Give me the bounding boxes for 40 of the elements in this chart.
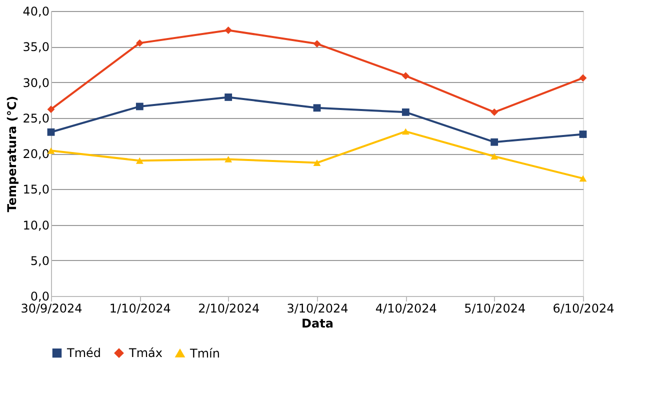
y-tick-label: 0,0 xyxy=(30,290,50,304)
point xyxy=(402,72,410,80)
x-tick-label: 30/9/2024 xyxy=(20,302,82,316)
x-tick-label: 6/10/2024 xyxy=(552,302,614,316)
y-tick-label: 35,0 xyxy=(22,40,50,54)
point xyxy=(224,156,232,162)
y-tick-label: 5,0 xyxy=(30,254,50,268)
y-tick-label: 15,0 xyxy=(22,182,50,197)
x-tick-label: 3/10/2024 xyxy=(286,302,348,316)
point xyxy=(579,74,587,82)
point xyxy=(579,130,587,138)
point xyxy=(224,26,232,34)
point xyxy=(136,102,144,110)
y-tick-label: 20,0 xyxy=(22,147,50,161)
point xyxy=(490,108,498,116)
y-tick-label: 30,0 xyxy=(22,76,50,90)
point xyxy=(47,128,55,136)
y-tick-label: 40,0 xyxy=(22,4,50,18)
legend-label: Tmín xyxy=(189,346,220,360)
y-tick-label: 25,0 xyxy=(22,111,50,126)
x-tick-label: 2/10/2024 xyxy=(198,302,260,316)
point xyxy=(224,94,232,101)
point xyxy=(136,39,144,47)
point xyxy=(490,153,498,160)
point xyxy=(490,138,498,146)
point xyxy=(136,157,144,164)
point xyxy=(47,106,55,114)
x-tick-label: 4/10/2024 xyxy=(375,302,437,316)
point xyxy=(402,108,410,116)
x-tick-label: 5/10/2024 xyxy=(464,302,526,316)
point xyxy=(313,160,321,166)
x-tick-label: 1/10/2024 xyxy=(109,302,171,316)
legend-label: Tmáx xyxy=(128,346,162,360)
point xyxy=(579,175,587,182)
y-axis-title: Temperatura (°C) xyxy=(4,96,19,212)
point xyxy=(313,104,321,112)
y-tick-label: 10,0 xyxy=(22,218,50,232)
x-axis-title: Data xyxy=(302,316,334,330)
point xyxy=(402,128,410,135)
legend-label: Tméd xyxy=(66,346,102,360)
